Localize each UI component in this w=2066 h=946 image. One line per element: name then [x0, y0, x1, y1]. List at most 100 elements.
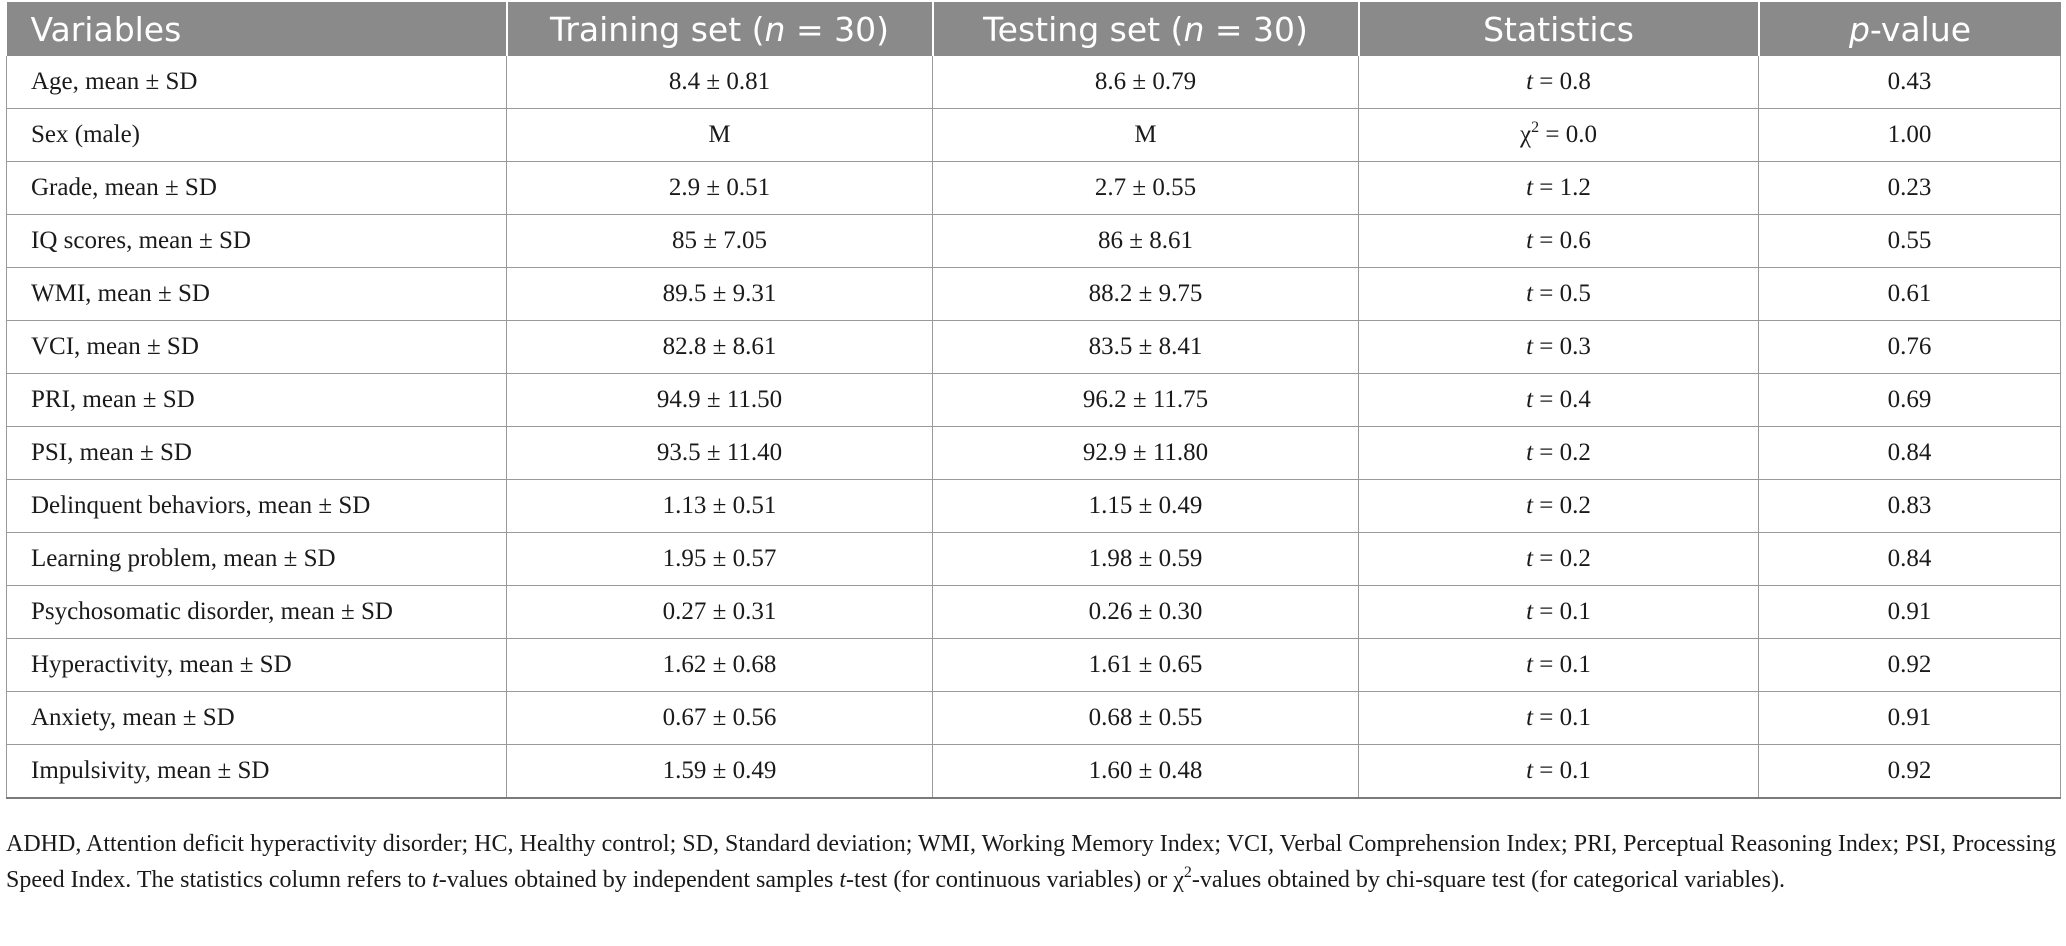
header-testing-suffix: = 30) — [1204, 9, 1308, 49]
header-variables: Variables — [6, 2, 508, 56]
cell-testing: 1.15 ± 0.49 — [932, 479, 1359, 533]
footnote-t1: t — [432, 867, 439, 893]
cell-testing: 92.9 ± 11.80 — [932, 426, 1359, 480]
stat-symbol: t — [1526, 68, 1534, 95]
cell-variable: Psychosomatic disorder, mean ± SD — [6, 585, 507, 639]
cell-testing: 83.5 ± 8.41 — [932, 320, 1359, 374]
cell-statistics: t = 0.3 — [1358, 320, 1759, 374]
table-row: Delinquent behaviors, mean ± SD 1.13 ± 0.… — [6, 479, 2061, 533]
stat-symbol: t — [1526, 227, 1534, 254]
table-row: VCI, mean ± SD 82.8 ± 8.61 83.5 ± 8.41 t = … — [6, 320, 2061, 374]
cell-testing: 1.60 ± 0.48 — [932, 744, 1359, 799]
cell-statistics: t = 0.5 — [1358, 267, 1759, 321]
cell-statistics: t = 0.1 — [1358, 585, 1759, 639]
stat-symbol: t — [1526, 492, 1534, 519]
stat-symbol: t — [1526, 598, 1534, 625]
cell-statistics: t = 0.6 — [1358, 214, 1759, 268]
header-training-set: Training set (n = 30) — [506, 2, 934, 56]
cell-p-value: 0.61 — [1758, 267, 2061, 321]
cell-training: 1.95 ± 0.57 — [506, 532, 933, 586]
stat-value: = 0.2 — [1533, 439, 1591, 466]
cell-variable: IQ scores, mean ± SD — [6, 214, 507, 268]
cell-testing: 1.98 ± 0.59 — [932, 532, 1359, 586]
cell-variable: PRI, mean ± SD — [6, 373, 507, 427]
cell-testing: M — [932, 108, 1359, 162]
stat-symbol: t — [1526, 174, 1534, 201]
cell-variable: Grade, mean ± SD — [6, 161, 507, 215]
cell-variable: Learning problem, mean ± SD — [6, 532, 507, 586]
header-training-prefix: Training set ( — [550, 9, 765, 49]
cell-testing: 8.6 ± 0.79 — [932, 56, 1359, 109]
cell-training: 0.67 ± 0.56 — [506, 691, 933, 745]
table-row: Age, mean ± SD 8.4 ± 0.81 8.6 ± 0.79 t = 0.… — [6, 56, 2061, 109]
header-training-n: n — [764, 9, 786, 49]
cell-statistics: t = 0.1 — [1358, 744, 1759, 799]
cell-statistics: t = 1.2 — [1358, 161, 1759, 215]
header-row: Variables Training set (n = 30) Testing … — [6, 2, 2061, 56]
cell-variable: Sex (male) — [6, 108, 507, 162]
cell-p-value: 1.00 — [1758, 108, 2061, 162]
cell-statistics: t = 0.4 — [1358, 373, 1759, 427]
data-table: Variables Training set (n = 30) Testing … — [6, 2, 2061, 799]
stat-symbol: t — [1526, 333, 1534, 360]
cell-p-value: 0.92 — [1758, 638, 2061, 692]
cell-variable: WMI, mean ± SD — [6, 267, 507, 321]
cell-p-value: 0.23 — [1758, 161, 2061, 215]
stat-value: = 0.4 — [1533, 386, 1591, 413]
cell-training: 85 ± 7.05 — [506, 214, 933, 268]
cell-training: 89.5 ± 9.31 — [506, 267, 933, 321]
cell-variable: VCI, mean ± SD — [6, 320, 507, 374]
header-p-suffix: -value — [1869, 9, 1972, 49]
cell-variable: Impulsivity, mean ± SD — [6, 744, 507, 799]
cell-training: 2.9 ± 0.51 — [506, 161, 933, 215]
cell-statistics: t = 0.2 — [1358, 426, 1759, 480]
stat-symbol: t — [1526, 704, 1534, 731]
stat-symbol: t — [1526, 280, 1534, 307]
footnote-part2: -values obtained by independent samples — [438, 867, 840, 893]
table-row: WMI, mean ± SD 89.5 ± 9.31 88.2 ± 9.75 t = … — [6, 267, 2061, 321]
cell-p-value: 0.69 — [1758, 373, 2061, 427]
footnote-part1: ADHD, Attention deficit hyperactivity di… — [6, 831, 2056, 893]
header-training-suffix: = 30) — [785, 9, 889, 49]
table-row: Impulsivity, mean ± SD 1.59 ± 0.49 1.60 ± … — [6, 744, 2061, 799]
table-row: Anxiety, mean ± SD 0.67 ± 0.56 0.68 ± 0.55… — [6, 691, 2061, 745]
footnote-part3: -test (for continuous variables) or χ — [846, 867, 1184, 893]
footnote-t2: t — [839, 867, 847, 893]
cell-p-value: 0.76 — [1758, 320, 2061, 374]
cell-statistics: t = 0.2 — [1358, 479, 1759, 533]
cell-testing: 86 ± 8.61 — [932, 214, 1359, 268]
stat-value: = 0.0 — [1539, 121, 1597, 148]
header-p-italic: p — [1848, 9, 1870, 49]
stat-symbol: t — [1526, 439, 1534, 466]
cell-p-value: 0.83 — [1758, 479, 2061, 533]
cell-statistics: t = 0.2 — [1358, 532, 1759, 586]
cell-testing: 2.7 ± 0.55 — [932, 161, 1359, 215]
cell-testing: 0.68 ± 0.55 — [932, 691, 1359, 745]
cell-statistics: χ2 = 0.0 — [1358, 108, 1759, 162]
cell-testing: 88.2 ± 9.75 — [932, 267, 1359, 321]
table-row: Grade, mean ± SD 2.9 ± 0.51 2.7 ± 0.55 t = … — [6, 161, 2061, 215]
stat-symbol: t — [1526, 651, 1534, 678]
cell-variable: PSI, mean ± SD — [6, 426, 507, 480]
stat-symbol: t — [1526, 545, 1534, 572]
header-testing-prefix: Testing set ( — [983, 9, 1184, 49]
header-testing-n: n — [1183, 9, 1205, 49]
cell-variable: Hyperactivity, mean ± SD — [6, 638, 507, 692]
cell-p-value: 0.43 — [1758, 56, 2061, 109]
cell-p-value: 0.55 — [1758, 214, 2061, 268]
table-footnote: ADHD, Attention deficit hyperactivity di… — [6, 826, 2056, 898]
cell-training: 1.59 ± 0.49 — [506, 744, 933, 799]
cell-training: 94.9 ± 11.50 — [506, 373, 933, 427]
stat-superscript: 2 — [1531, 119, 1540, 136]
cell-p-value: 0.84 — [1758, 426, 2061, 480]
table-header: Variables Training set (n = 30) Testing … — [6, 2, 2061, 56]
table-row: Hyperactivity, mean ± SD 1.62 ± 0.68 1.61 … — [6, 638, 2061, 692]
stat-value: = 0.2 — [1533, 492, 1591, 519]
cell-statistics: t = 0.1 — [1358, 691, 1759, 745]
cell-training: 93.5 ± 11.40 — [506, 426, 933, 480]
stat-symbol: t — [1526, 757, 1534, 784]
cell-statistics: t = 0.1 — [1358, 638, 1759, 692]
cell-training: 82.8 ± 8.61 — [506, 320, 933, 374]
stat-symbol: t — [1526, 386, 1534, 413]
